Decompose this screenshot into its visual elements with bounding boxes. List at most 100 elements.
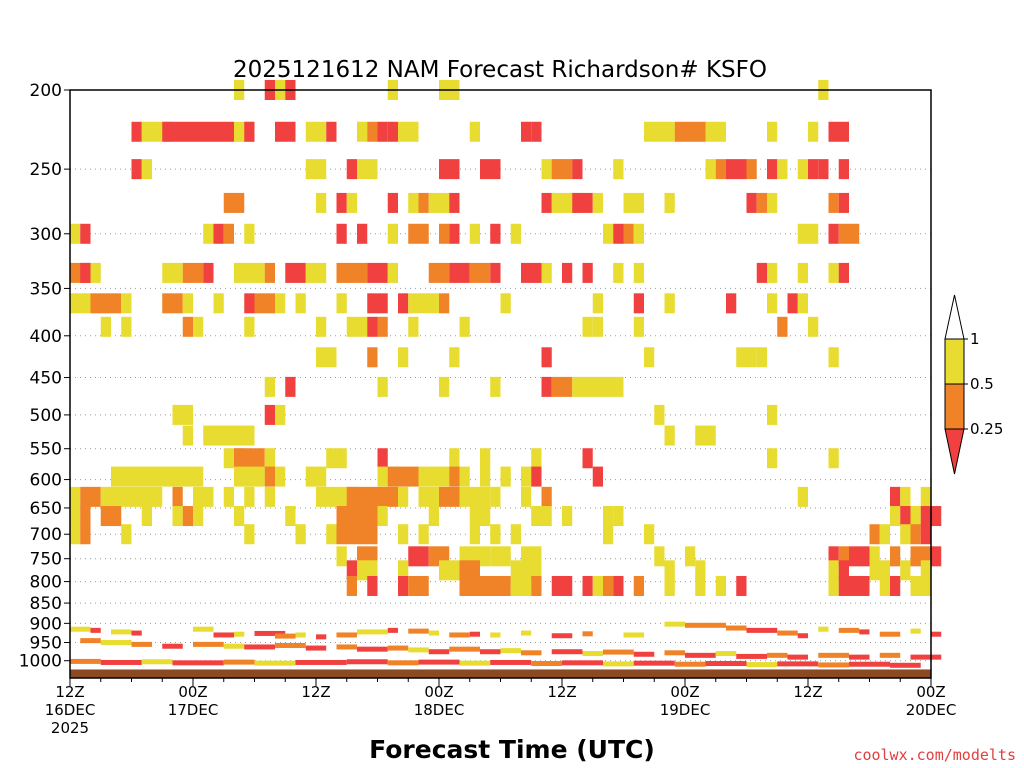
heat-cell-103 [285, 262, 306, 283]
heat-cell-162 [316, 347, 337, 368]
heat-cell-264 [121, 524, 132, 545]
heat-cell-303 [510, 560, 542, 581]
heat-cell-155 [408, 316, 419, 337]
heat-cell-55 [346, 192, 357, 213]
heat-cell-47 [777, 159, 788, 180]
heat-cell-76 [223, 223, 234, 244]
bl-streak-2 [111, 629, 132, 635]
heat-cell-165 [449, 347, 460, 368]
heat-cell-332 [910, 575, 931, 596]
bl-streak-27 [777, 630, 798, 636]
heat-cell-230 [439, 486, 460, 507]
heat-cell-269 [357, 524, 378, 545]
heat-cell-289 [654, 546, 665, 567]
heat-cell-32 [141, 159, 152, 180]
heat-cell-39 [551, 159, 573, 180]
bl-streak-52 [521, 650, 542, 656]
heat-cell-199 [582, 448, 593, 469]
heat-cell-267 [326, 524, 337, 545]
bl-streak-8 [275, 633, 296, 639]
bl-streak-51 [500, 648, 521, 654]
heat-cell-310 [920, 560, 931, 581]
heat-cell-84 [469, 223, 480, 244]
heat-cell-235 [797, 486, 808, 507]
heat-cell-318 [551, 575, 573, 596]
heat-cell-60 [449, 192, 460, 213]
heat-cell-319 [582, 575, 593, 596]
heat-cell-255 [562, 506, 573, 527]
heat-cell-276 [644, 524, 655, 545]
x-tick-label-84-1: 20DEC [906, 701, 957, 719]
heat-cell-52 [223, 192, 245, 213]
bl-streak-5 [213, 632, 234, 638]
heat-cell-27 [705, 121, 726, 142]
heat-cell-184 [767, 404, 778, 425]
heat-cell-96 [80, 262, 91, 283]
heat-cell-102 [264, 262, 275, 283]
bl-streak-59 [715, 651, 737, 657]
heat-cell-242 [141, 506, 152, 527]
heat-cell-120 [797, 262, 808, 283]
bl-streak-23 [664, 621, 685, 627]
credit-text[interactable]: coolwx.com/modelts [853, 746, 1016, 764]
bl-streak-33 [910, 628, 921, 634]
heat-cell-90 [633, 223, 644, 244]
heat-cell-106 [367, 262, 388, 283]
heat-cell-196 [449, 448, 460, 469]
bl-streak-12 [357, 629, 388, 635]
bl-streak-42 [275, 642, 306, 648]
bl-streak-89 [890, 662, 921, 668]
heat-cell-147 [121, 316, 132, 337]
heat-cell-133 [336, 293, 347, 314]
heat-cell-64 [592, 192, 603, 213]
x-tick-label-12-1: 17DEC [168, 701, 219, 719]
heat-cell-121 [828, 262, 839, 283]
heat-cell-176 [490, 376, 501, 397]
heat-cell-80 [387, 223, 398, 244]
heat-cell-219 [80, 486, 101, 507]
bl-streak-17 [469, 631, 480, 637]
heat-cell-72 [70, 223, 81, 244]
heat-cell-315 [459, 575, 511, 596]
x-tick-label-24-0: 12Z [301, 683, 330, 701]
y-tick-label-350: 350 [30, 279, 62, 299]
heat-cell-173 [285, 376, 296, 397]
plot-area [70, 80, 942, 678]
bl-streak-67 [70, 658, 101, 664]
bl-streak-76 [418, 659, 460, 665]
heat-cell-35 [357, 159, 378, 180]
heat-cell-274 [510, 524, 521, 545]
bl-streak-19 [521, 630, 532, 636]
bl-streak-81 [603, 661, 634, 667]
bl-streak-73 [295, 659, 347, 665]
y-tick-label-300: 300 [30, 225, 62, 245]
bl-streak-78 [490, 659, 532, 665]
heat-cell-50 [818, 159, 829, 180]
heat-cell-177 [541, 376, 552, 397]
bl-streak-70 [172, 660, 224, 666]
heat-cell-15 [305, 121, 327, 142]
bl-streak-16 [449, 632, 470, 638]
bl-streak-1 [90, 627, 101, 633]
heat-cell-229 [418, 486, 439, 507]
heat-cell-78 [336, 223, 347, 244]
heat-cell-216 [531, 466, 542, 487]
heat-cell-221 [172, 486, 183, 507]
heat-cell-131 [275, 293, 286, 314]
heat-cell-331 [890, 575, 901, 596]
heat-cell-141 [664, 293, 675, 314]
heat-cell-126 [162, 293, 183, 314]
heat-cell-146 [100, 316, 111, 337]
heat-cell-225 [264, 486, 275, 507]
heat-cell-136 [408, 293, 439, 314]
heat-cell-30 [828, 121, 849, 142]
heat-cell-158 [592, 316, 603, 337]
bl-streak-21 [582, 631, 593, 637]
heat-cell-125 [121, 293, 132, 314]
heat-cell-294 [869, 546, 880, 567]
heat-cell-258 [890, 506, 901, 527]
heat-cell-279 [900, 524, 911, 545]
heat-cell-183 [654, 404, 665, 425]
heat-cell-119 [767, 262, 778, 283]
heat-cell-192 [264, 448, 275, 469]
